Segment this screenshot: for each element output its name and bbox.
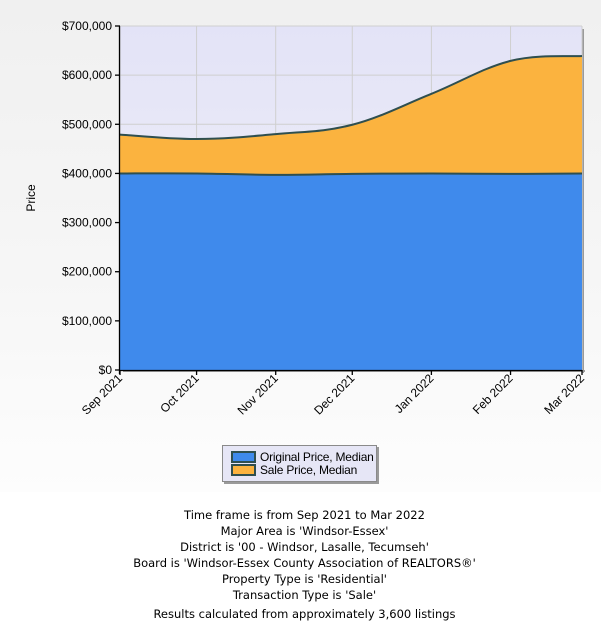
legend-label: Sale Price, Median — [260, 462, 358, 477]
y-tick-label: $200,000 — [62, 265, 112, 279]
caption-transaction-type: Transaction Type is 'Sale' — [232, 588, 377, 602]
x-tick-label: Feb 2022 — [470, 371, 516, 417]
legend-swatch-original-price — [231, 450, 256, 463]
x-tick-label: Dec 2021 — [311, 371, 357, 417]
legend-swatch-sale-price — [231, 463, 256, 476]
y-tick-labels: $0 $100,000 $200,000 $300,000 $400,000 $500,0… — [62, 19, 112, 377]
y-tick-label: $700,000 — [62, 19, 112, 33]
legend-label: Original Price, Median — [260, 449, 374, 464]
x-tick-labels: Sep 2021 Oct 2021 Nov 2021 Dec 2021 Jan 2022… — [79, 371, 587, 417]
x-tick-label: Oct 2021 — [157, 371, 202, 416]
legend-item-original-price: Original Price, Median — [231, 449, 376, 464]
axes — [115, 25, 583, 375]
caption-major-area: Major Area is 'Windsor-Essex' — [220, 524, 389, 538]
caption-board: Board is 'Windsor-Essex County Associati… — [133, 556, 476, 570]
y-axis-title: Price — [24, 184, 38, 212]
legend: Original Price, Median Sale Price, Media… — [222, 445, 377, 482]
price-area-chart: $0 $100,000 $200,000 $300,000 $400,000 $500,0… — [24, 19, 587, 417]
y-tick-label: $300,000 — [62, 216, 112, 230]
y-tick-label: $0 — [99, 363, 113, 377]
x-tick-label: Nov 2021 — [235, 371, 281, 417]
caption-listing-count: Results calculated from approximately 3,… — [153, 607, 456, 621]
chart-frame: $0 $100,000 $200,000 $300,000 $400,000 $500,0… — [0, 0, 601, 492]
line-sale-price-median — [119, 54, 583, 141]
y-tick-label: $500,000 — [62, 117, 112, 131]
y-tick-label: $400,000 — [62, 166, 112, 180]
x-tick-label: Jan 2022 — [392, 371, 437, 416]
x-tick-label: Mar 2022 — [541, 371, 587, 417]
y-tick-label: $100,000 — [62, 314, 112, 328]
caption-district: District is '00 - Windsor, Lasalle, Tecu… — [180, 540, 429, 554]
x-tick-label: Sep 2021 — [79, 371, 125, 417]
series-areas — [119, 54, 583, 370]
area-original-price-median — [120, 173, 582, 370]
legend-item-sale-price: Sale Price, Median — [231, 462, 376, 477]
chart-caption: Time frame is from Sep 2021 to Mar 2022 … — [0, 507, 609, 622]
plot-shadow-right — [582, 29, 584, 373]
caption-property-type: Property Type is 'Residential' — [222, 572, 387, 586]
y-tick-label: $600,000 — [62, 68, 112, 82]
caption-time-frame: Time frame is from Sep 2021 to Mar 2022 — [184, 508, 425, 522]
